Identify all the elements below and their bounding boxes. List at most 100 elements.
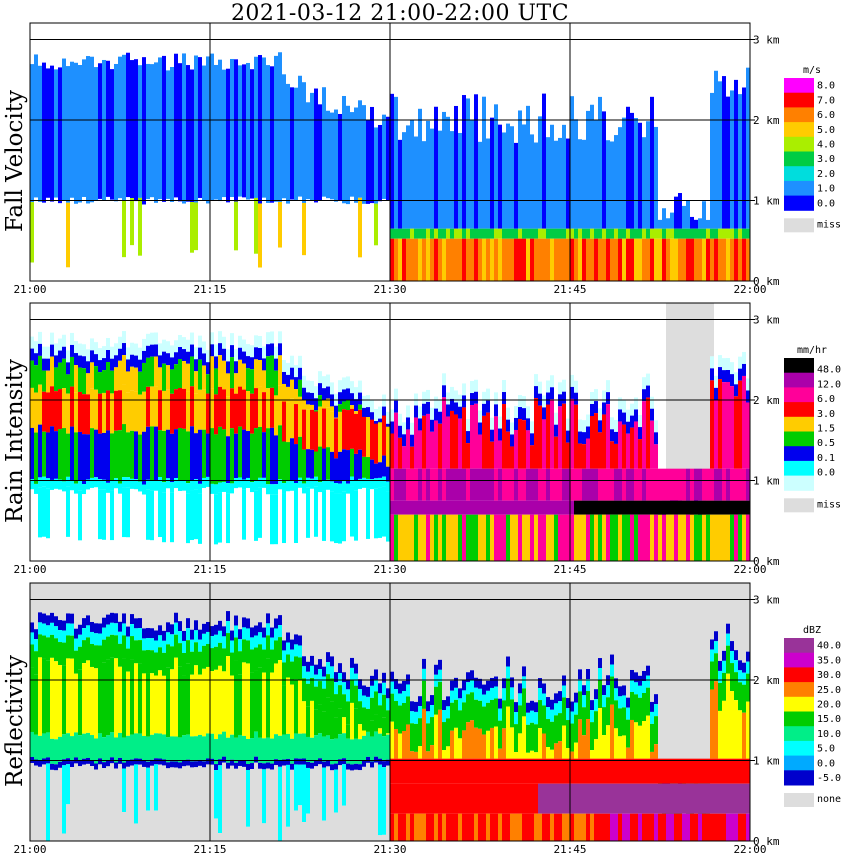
legend-level-label: 35.0 xyxy=(817,655,841,666)
legend-level-label: 0.5 xyxy=(817,438,835,449)
legend-level-label: 40.0 xyxy=(817,641,841,652)
plot-frame xyxy=(29,302,751,562)
heatmap-cells xyxy=(30,52,750,281)
legend-swatch xyxy=(784,78,814,94)
legend-unit: m/s xyxy=(803,65,821,76)
heatmap-cells xyxy=(30,303,750,561)
y-tick-label: 0 km xyxy=(753,275,780,288)
legend-swatch xyxy=(784,475,814,491)
chart-title: 2021-03-12 21:00-22:00 UTC xyxy=(230,1,570,26)
legend-level-label: 20.0 xyxy=(817,700,841,711)
legend-missing-label: none xyxy=(817,794,841,805)
legend-level-label: 1.5 xyxy=(817,424,835,435)
legend-missing-swatch xyxy=(784,218,814,233)
heatmap-panel-2: 0 km 1 km 2 km 3 km 21:00 21:15 21:30 21:45 2… xyxy=(13,302,841,576)
legend-level-label: 25.0 xyxy=(817,685,841,696)
y-tick-label: 3 km xyxy=(753,594,780,607)
legend-level-label: 30.0 xyxy=(817,670,841,681)
legend-level-label: 3.0 xyxy=(817,409,835,420)
legend-level-label: 1.0 xyxy=(817,184,835,195)
legend-level-label: 5.0 xyxy=(817,744,835,755)
legend-level-label: 0.0 xyxy=(817,468,835,479)
heatmap-cells xyxy=(30,583,750,841)
legend-level-label: -5.0 xyxy=(817,773,841,784)
legend-level-label: 6.0 xyxy=(817,394,835,405)
y-tick-label: 0 km xyxy=(753,555,780,568)
legend-level-label: 6.0 xyxy=(817,110,835,121)
legend-swatch xyxy=(784,755,814,771)
y-tick-label: 1 km xyxy=(753,755,780,768)
y-tick-label: 1 km xyxy=(753,475,780,488)
legend-swatch xyxy=(784,667,814,683)
legend-swatch xyxy=(784,770,814,786)
legend-swatch xyxy=(784,431,814,447)
heatmap-panel-3: 0 km 1 km 2 km 3 km 21:00 21:15 21:30 21:45 2… xyxy=(13,582,841,856)
x-tick-label: 21:15 xyxy=(193,283,226,296)
x-tick-label: 21:45 xyxy=(553,563,586,576)
legend-swatch xyxy=(784,726,814,742)
x-tick-label: 21:30 xyxy=(373,283,406,296)
legend-level-label: 12.0 xyxy=(817,379,841,390)
legend: m/s 8.0 7.0 6.0 5.0 4.0 3.0 2.0 1.0 0.0 miss xyxy=(784,65,841,233)
x-tick-label: 22:00 xyxy=(733,843,766,856)
legend-swatch xyxy=(784,387,814,403)
y-tick-label: 2 km xyxy=(753,674,780,687)
legend: mm/hr 48.0 12.0 6.0 3.0 1.5 0.5 0.1 0.0 miss xyxy=(784,345,841,513)
x-tick-label: 21:15 xyxy=(193,843,226,856)
legend-swatch xyxy=(784,638,814,654)
legend-missing-swatch xyxy=(784,498,814,513)
legend-swatch xyxy=(784,122,814,138)
heatmap-panel-1: 0 km 1 km 2 km 3 km 21:00 21:15 21:30 21:45 2… xyxy=(13,22,841,296)
legend-level-label: 7.0 xyxy=(817,95,835,106)
legend-swatch xyxy=(784,416,814,432)
legend-swatch xyxy=(784,195,814,211)
legend-swatch xyxy=(784,372,814,388)
legend-swatch xyxy=(784,92,814,108)
x-tick-label: 22:00 xyxy=(733,563,766,576)
legend-level-label: 4.0 xyxy=(817,140,835,151)
y-tick-label: 0 km xyxy=(753,835,780,848)
legend-swatch xyxy=(784,652,814,668)
legend-level-label: 0.0 xyxy=(817,758,835,769)
legend-level-label: 2.0 xyxy=(817,169,835,180)
legend-level-label: 0.1 xyxy=(817,453,835,464)
legend-swatch xyxy=(784,166,814,182)
x-tick-label: 21:45 xyxy=(553,843,586,856)
x-tick-label: 21:00 xyxy=(13,843,46,856)
y-tick-label: 1 km xyxy=(753,195,780,208)
plot-frame xyxy=(29,22,751,282)
legend-unit: mm/hr xyxy=(797,345,827,356)
legend-missing-label: miss xyxy=(817,499,841,510)
legend-level-label: 15.0 xyxy=(817,714,841,725)
x-tick-label: 21:30 xyxy=(373,563,406,576)
y-tick-label: 2 km xyxy=(753,114,780,127)
legend-level-label: 48.0 xyxy=(817,365,841,376)
legend-swatch xyxy=(784,446,814,462)
legend-swatch xyxy=(784,460,814,477)
x-tick-label: 21:30 xyxy=(373,843,406,856)
legend-level-label: 3.0 xyxy=(817,154,835,165)
y-tick-label: 3 km xyxy=(753,34,780,47)
legend-swatch xyxy=(784,180,814,197)
legend-swatch xyxy=(784,740,814,757)
legend-level-label: 5.0 xyxy=(817,125,835,136)
legend-swatch xyxy=(784,696,814,712)
x-tick-label: 21:00 xyxy=(13,283,46,296)
legend-swatch xyxy=(784,358,814,374)
plot-frame xyxy=(29,582,751,842)
legend-swatch xyxy=(784,711,814,727)
x-tick-label: 22:00 xyxy=(733,283,766,296)
legend-missing-swatch xyxy=(784,793,814,807)
y-tick-label: 3 km xyxy=(753,314,780,327)
legend-unit: dBZ xyxy=(803,625,821,636)
legend-swatch xyxy=(784,402,814,418)
legend-swatch xyxy=(784,107,814,123)
y-tick-label: 2 km xyxy=(753,394,780,407)
x-tick-label: 21:45 xyxy=(553,283,586,296)
legend-level-label: 0.0 xyxy=(817,198,835,209)
legend-level-label: 10.0 xyxy=(817,729,841,740)
legend-level-label: 8.0 xyxy=(817,81,835,92)
x-tick-label: 21:15 xyxy=(193,563,226,576)
x-tick-label: 21:00 xyxy=(13,563,46,576)
